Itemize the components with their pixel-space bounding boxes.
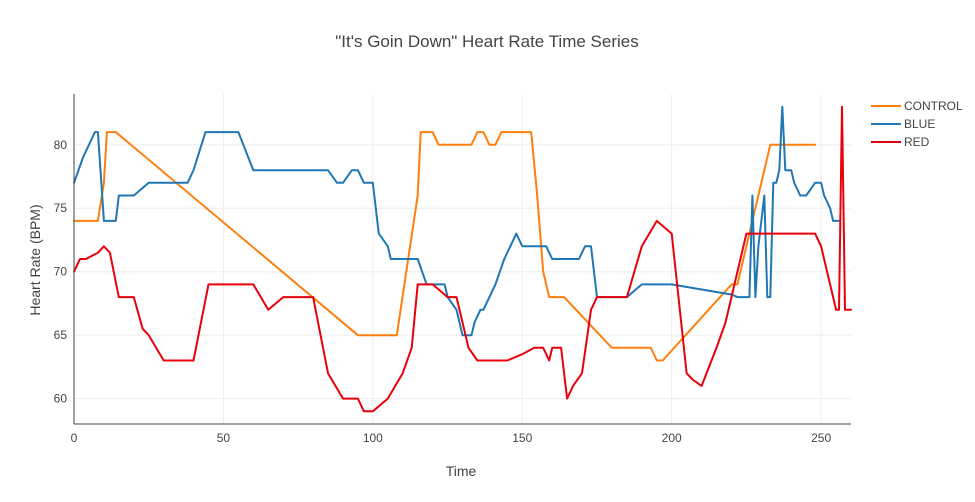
- x-tick-label: 0: [71, 431, 78, 445]
- grid-lines: [73, 94, 851, 424]
- y-tick-label: 70: [54, 265, 68, 279]
- series-line-blue: [73, 105, 840, 337]
- y-tick-label: 80: [54, 138, 68, 152]
- x-tick-label: 50: [217, 431, 231, 445]
- legend-label: CONTROL: [904, 99, 963, 113]
- series-lines: [73, 105, 852, 413]
- legend[interactable]: CONTROL BLUE RED: [871, 99, 963, 149]
- series-line-red: [73, 105, 852, 413]
- x-tick-label: 100: [363, 431, 383, 445]
- y-tick-label: 60: [54, 392, 68, 406]
- y-tick-label: 65: [54, 328, 68, 342]
- legend-item-control[interactable]: CONTROL: [871, 99, 963, 113]
- legend-label: RED: [904, 135, 930, 149]
- x-axis-title: Time: [446, 463, 477, 479]
- y-axis-title: Heart Rate (BPM): [27, 204, 43, 315]
- x-tick-label: 150: [512, 431, 532, 445]
- legend-item-blue[interactable]: BLUE: [871, 117, 935, 131]
- chart-title: "It's Goin Down" Heart Rate Time Series: [335, 32, 638, 51]
- x-tick-label: 200: [662, 431, 682, 445]
- y-tick-label: 75: [54, 201, 68, 215]
- tick-labels: 0 50 100 150 200 250 60 65 70 75 80: [54, 138, 832, 445]
- series-line-control: [73, 131, 817, 362]
- legend-item-red[interactable]: RED: [871, 135, 930, 149]
- x-tick-label: 250: [811, 431, 831, 445]
- legend-label: BLUE: [904, 117, 935, 131]
